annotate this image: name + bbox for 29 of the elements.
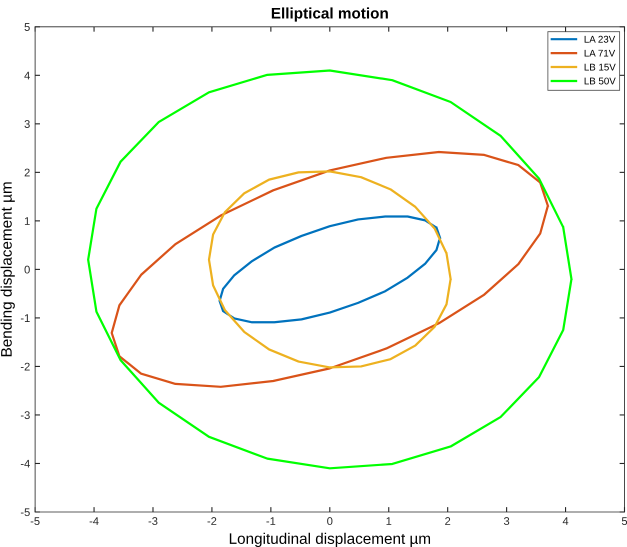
x-tick-label: -5 — [30, 517, 40, 526]
legend-label: LA 71V — [584, 50, 616, 57]
x-tick-label: -4 — [90, 517, 99, 525]
y-tick-label: -2 — [20, 362, 30, 370]
y-tick-label: 3 — [24, 120, 30, 128]
x-tick-label: 3 — [504, 517, 510, 526]
x-tick-label: 4 — [562, 517, 568, 525]
y-tick-label: 1 — [24, 217, 30, 225]
x-tick-label: -3 — [148, 517, 158, 526]
x-tick-label: -2 — [207, 517, 216, 525]
chart-title: Elliptical motion — [272, 7, 388, 22]
y-tick-label: -4 — [20, 460, 30, 468]
y-axis-title: Bending displacement µm — [0, 182, 15, 356]
x-tick-label: -1 — [266, 517, 276, 525]
x-tick-label: 5 — [622, 517, 627, 526]
y-tick-label: 4 — [24, 72, 30, 80]
legend-label: LB 50V — [584, 78, 616, 84]
y-tick-label: 0 — [24, 266, 30, 274]
legend-label: LB 15V — [584, 64, 616, 71]
legend-label: LA 23V — [584, 36, 616, 43]
y-tick-label: -5 — [20, 508, 30, 516]
y-tick-label: 5 — [24, 23, 30, 31]
y-tick-label: -1 — [20, 314, 30, 322]
x-tick-label: 2 — [445, 517, 450, 525]
x-tick-label: 1 — [386, 517, 392, 525]
y-tick-label: 2 — [24, 168, 30, 176]
y-tick-label: -3 — [20, 411, 30, 420]
x-axis-title: Longitudinal displacement µm — [230, 532, 430, 547]
x-tick-label: 0 — [327, 517, 332, 526]
